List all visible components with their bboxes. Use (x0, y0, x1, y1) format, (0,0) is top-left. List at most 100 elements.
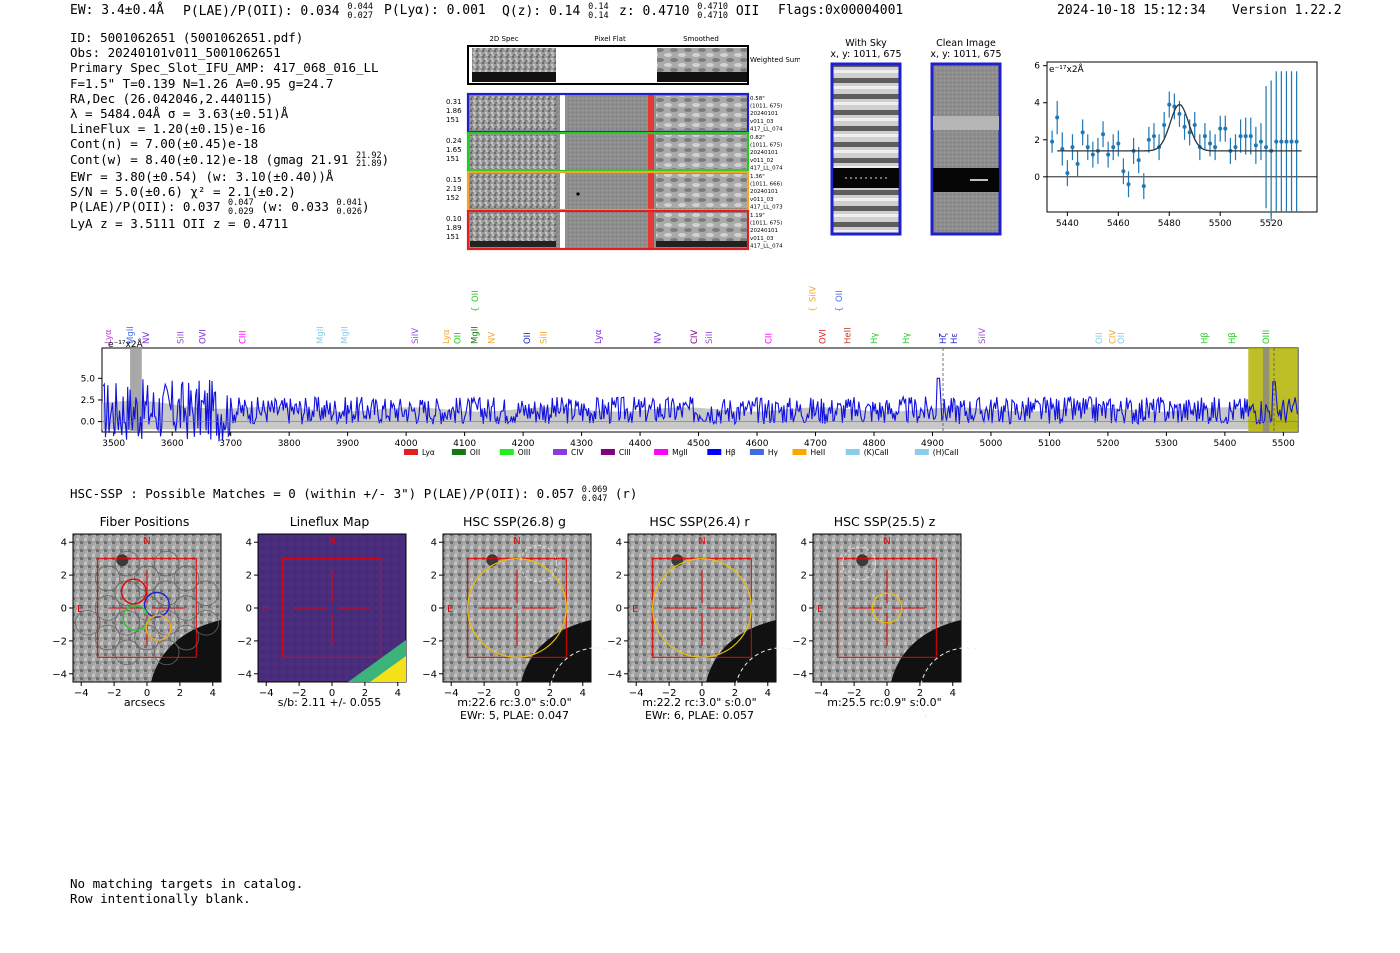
header-qz: Q(z): 0.14 0.14 0.14 (502, 2, 609, 21)
cutout-right-label: v011_03 (750, 119, 774, 125)
with-sky-image (830, 62, 902, 236)
cutout-right-label: 417_LL_074 (750, 243, 783, 249)
panel-xtick-label: 0 (329, 688, 335, 699)
legend-swatch (914, 449, 929, 455)
panel-title: HSC SSP(25.5) z (833, 514, 936, 529)
imaging-panel: HSC SSP(26.4) r N E 4 2 0 −2 −4 −4 −2 0 2 4 (607, 512, 792, 727)
spectrum-xtick-label: 3700 (219, 439, 242, 449)
cutout-2dspec (470, 135, 556, 169)
neighbor-ellipse (519, 545, 557, 583)
spectrum-line-marker: SiII (705, 331, 715, 344)
zoom-point (1085, 145, 1090, 150)
panel-caption: m:22.2 rc:3.0" s:0.0" (642, 696, 757, 709)
legend-swatch (749, 449, 764, 455)
info-contn: Cont(n) = 7.00(±0.45)e-18 (70, 136, 259, 152)
catalog-note-line2: Row intentionally blank. (70, 891, 251, 906)
hsc-summary-hi: 0.069 (581, 485, 608, 495)
spectrum-line-marker: HeII (844, 327, 854, 344)
legend-label: HeII (811, 448, 826, 457)
info-sn: S/N = 5.0(±0.6) χ² = 2.1(±0.2) (70, 183, 296, 199)
panel-xtick-label: 2 (732, 688, 738, 699)
panel-title: Lineflux Map (289, 514, 370, 529)
fiber-circle (75, 610, 101, 636)
cutout-dot (576, 192, 580, 196)
aperture-circle (467, 558, 567, 658)
spectrum-line-bracket: { (809, 307, 819, 312)
zoom-point (1192, 122, 1197, 127)
panel-caption: s/b: 2.11 +/- 0.055 (277, 696, 382, 709)
spectrum-line-marker: OII (523, 332, 533, 344)
fiber-circle (114, 610, 141, 636)
panel-xtick-label: 4 (210, 688, 216, 699)
cutout-gap (560, 212, 565, 248)
aperture-circle (652, 558, 752, 658)
weighted-sum-label: Weighted Sum (750, 56, 800, 64)
legend-label: CIII (619, 448, 631, 457)
spectrum-ytick-label: 0.0 (81, 418, 96, 428)
header-version: Version 1.22.2 (1232, 3, 1342, 18)
legend-swatch (600, 449, 615, 455)
cutout-right-label: 1.36" (750, 174, 765, 180)
zoom-point (1187, 130, 1192, 135)
panel-xtick-label: −4 (259, 688, 274, 699)
spectrum-xtick-label: 5100 (1038, 439, 1061, 449)
spectrum-line-marker: OII (835, 290, 845, 302)
aperture-box (282, 558, 382, 658)
cutout-2dspec (470, 174, 556, 208)
panel-xtick-label: 0 (144, 688, 150, 699)
panel-title: HSC SSP(26.8) g (463, 514, 566, 529)
spectrum-line-marker: SiII (540, 331, 550, 344)
panel-xtick-label: 4 (580, 688, 586, 699)
header-qz-hi: 0.14 (588, 2, 609, 12)
panel-image: N E 4 2 0 −2 −4 −4 −2 0 2 4 (422, 533, 607, 720)
spectrum-xtick-label: 5500 (1272, 439, 1295, 449)
panel-ytick-label: 4 (431, 538, 437, 549)
zoom-xtick-label: 5500 (1209, 219, 1232, 229)
with-sky-title: With Sky x, y: 1011, 675 (830, 38, 902, 60)
cutout-left-label: 1.86 (446, 107, 462, 115)
legend-label: Lyα (422, 448, 435, 457)
panel-caption: m:22.6 rc:3.0" s:0.0" (457, 696, 572, 709)
header-plya: P(Lyα): 0.001 (384, 3, 486, 18)
cutout-right-label: v011_03 (750, 197, 774, 203)
zoom-ytick-label: 4 (1034, 99, 1040, 109)
zoom-spectrum-chart: e⁻¹⁷x2Å 5440 5460 5480 5500 5520 0 2 4 6 (1034, 61, 1318, 229)
panel-xtick-label: 2 (362, 688, 368, 699)
panel-ytick-label: 4 (246, 538, 252, 549)
spectrum-xtick-label: 5200 (1096, 439, 1119, 449)
zoom-point (1060, 147, 1065, 152)
cutout-left-label: 151 (446, 155, 459, 163)
panel-ytick-label: 2 (246, 571, 252, 582)
spectrum-line-marker: Hζ (939, 333, 949, 344)
zoom-point (1065, 171, 1070, 176)
legend-swatch (499, 449, 514, 455)
spectrum-line-marker: Hγ (902, 333, 912, 344)
neighbor-source (116, 554, 129, 567)
fiber-circle (94, 624, 121, 651)
panel-xtick-label: 0 (514, 688, 520, 699)
zoom-point (1090, 152, 1095, 157)
cutout-left-label: 0.31 (446, 98, 462, 106)
zoom-point (1121, 169, 1126, 174)
info-obs: Obs: 20240101v011_5001062651 (70, 45, 281, 61)
panel-xtick-label: 0 (884, 688, 890, 699)
header-z-lo: 0.4710 (697, 10, 728, 21)
legend-swatch (404, 449, 418, 455)
legend-label: CIV (571, 448, 584, 457)
zoom-xtick-label: 5480 (1158, 219, 1181, 229)
panel-ytick-label: −4 (422, 669, 437, 680)
detection-info: ID: 5001062651 (5001062651.pdf) Obs: 202… (70, 30, 389, 231)
cutout-right-label: v011_02 (750, 158, 774, 164)
spectrum-line-marker: Lyα (104, 329, 114, 344)
panel-ytick-label: 0 (801, 604, 807, 615)
fiber-highlight (120, 578, 147, 605)
legend-swatch (451, 449, 466, 455)
cutout-right-label: (1011, 666) (750, 182, 782, 188)
cutout-flat-edge (648, 95, 654, 131)
bright-source (891, 620, 961, 682)
legend-label: Hγ (768, 448, 779, 457)
spectrum-line-marker: SiIV (809, 286, 819, 302)
zoom-point (1111, 145, 1116, 150)
zoom-point (1126, 182, 1131, 187)
